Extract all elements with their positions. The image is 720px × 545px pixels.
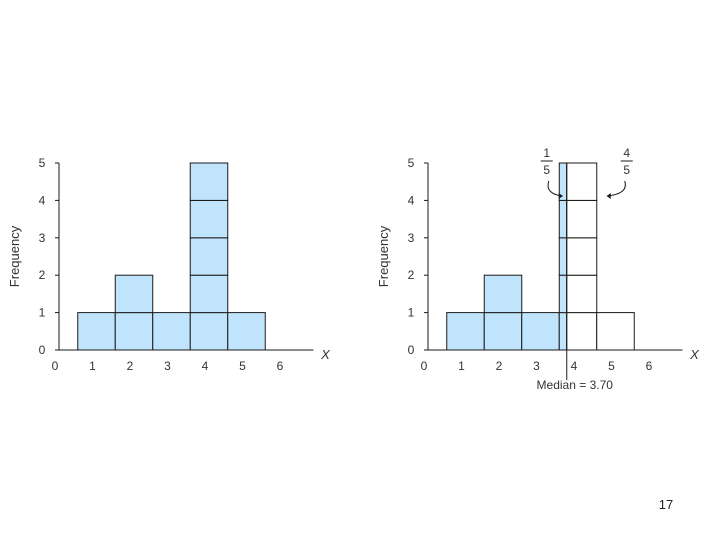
- bar-segment: [189, 274, 229, 314]
- y-tick-label: 0: [408, 343, 415, 357]
- x-tick-label: 3: [533, 359, 540, 373]
- bar-segment: [521, 312, 560, 351]
- x-tick-label: 5: [608, 359, 615, 373]
- bar-segment-above-median: [566, 312, 598, 351]
- bar-segment: [114, 274, 154, 314]
- bar-segment-below-median: [558, 312, 568, 351]
- y-tick-label: 2: [39, 268, 46, 282]
- fraction-arrowhead: [606, 193, 611, 199]
- x-tick-label: 1: [458, 359, 465, 373]
- fraction-numerator: 1: [543, 146, 550, 160]
- median-label: Median = 3.70: [537, 378, 614, 392]
- y-tick-label: 3: [408, 231, 415, 245]
- x-tick-label: 0: [421, 359, 428, 373]
- bar-segment: [189, 199, 229, 239]
- x-axis-label: X: [689, 347, 700, 362]
- bar-segment-below-median: [558, 199, 568, 239]
- bar-segment: [114, 312, 154, 351]
- y-tick-label: 3: [39, 231, 46, 245]
- y-tick-label: 1: [39, 306, 46, 320]
- fraction-numerator: 4: [623, 146, 630, 160]
- y-tick-label: 5: [408, 156, 415, 170]
- y-tick-label: 5: [39, 156, 46, 170]
- fraction-arrowhead: [558, 193, 563, 199]
- x-tick-label: 0: [52, 359, 59, 373]
- bar-segment-above-median: [566, 237, 598, 276]
- fraction-denominator: 5: [543, 163, 550, 177]
- bar-segment: [446, 312, 485, 351]
- bar-segment-below-median: [558, 237, 568, 276]
- y-tick-label: 4: [39, 193, 46, 207]
- x-tick-label: 3: [164, 359, 171, 373]
- bar-segment: [189, 162, 229, 201]
- bar-segment: [483, 312, 523, 351]
- x-axis-label: X: [320, 347, 331, 362]
- bar-segment: [189, 312, 229, 351]
- bar-segment-above-median: [596, 312, 635, 351]
- y-tick-label: 1: [408, 306, 415, 320]
- histogram-chart-1: 0 1 2 3 4 5 0 1 2 3 4 5 6 Frequency X: [7, 156, 331, 373]
- x-tick-label: 5: [239, 359, 246, 373]
- bar-segment-above-median: [566, 199, 598, 239]
- x-tick-label: 6: [646, 359, 653, 373]
- bar-segment-above-median: [566, 274, 598, 314]
- bar-segment: [227, 312, 266, 351]
- bar-segment: [77, 312, 116, 351]
- y-axis-label: Frequency: [7, 225, 22, 287]
- x-tick-label: 6: [277, 359, 284, 373]
- x-tick-label: 4: [571, 359, 578, 373]
- x-tick-label: 2: [496, 359, 503, 373]
- x-tick-label: 2: [127, 359, 134, 373]
- bar-segment-below-median: [558, 274, 568, 314]
- fraction-arrow: [606, 180, 626, 197]
- histogram-chart-2: 0 1 2 3 4 5 0 1 2 3 4 5 6 Frequency X Median = 3.70 1 5 4 5: [376, 146, 700, 392]
- y-tick-label: 0: [39, 343, 46, 357]
- page-number: 17: [658, 497, 674, 512]
- bar-segment: [152, 312, 191, 351]
- y-axis-label: Frequency: [376, 225, 391, 287]
- x-tick-label: 1: [89, 359, 96, 373]
- x-tick-label: 4: [202, 359, 209, 373]
- y-tick-label: 4: [408, 193, 415, 207]
- bar-segment-above-median: [566, 162, 598, 201]
- bar-segment: [189, 237, 229, 276]
- fraction-denominator: 5: [623, 163, 630, 177]
- y-tick-label: 2: [408, 268, 415, 282]
- bar-segment: [483, 274, 523, 314]
